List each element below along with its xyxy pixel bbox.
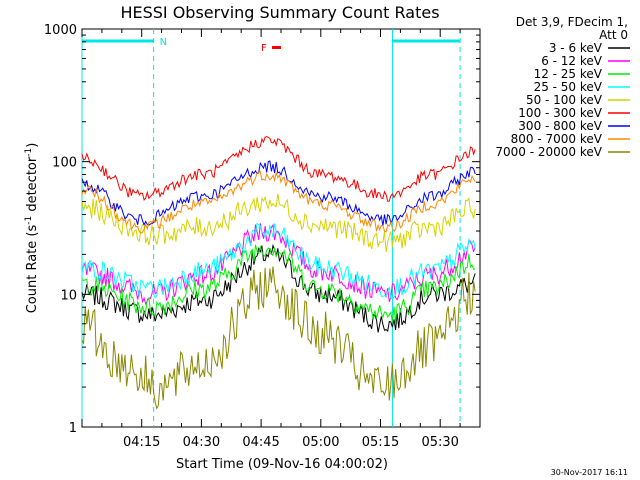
x-tick-label-0: 04:15 (123, 435, 160, 450)
x-tick-label-5: 05:30 (421, 435, 458, 450)
y-tick-label-1: 10 (60, 288, 77, 303)
series-line-0 (81, 243, 476, 333)
x-axis-label: Start Time (09-Nov-16 04:00:02) (176, 457, 388, 472)
series-line-3 (81, 222, 476, 300)
y-tick-label-2: 100 (52, 156, 77, 171)
series-line-2 (81, 244, 476, 323)
y-axis-label-sup-2: -1 (24, 148, 34, 157)
legend-label-4: 50 - 100 keV (526, 93, 603, 107)
legend-label-0: 3 - 6 keV (549, 41, 603, 55)
series-line-8 (81, 266, 476, 410)
x-tick-label-2: 04:45 (242, 435, 279, 450)
y-axis-label-mid: detector (25, 156, 40, 216)
flare-label: F (261, 43, 267, 54)
x-tick-label-4: 05:15 (362, 435, 399, 450)
series-group (81, 136, 476, 410)
legend-label-2: 12 - 25 keV (534, 67, 603, 81)
legend-label-1: 6 - 12 keV (541, 54, 603, 68)
flare-marker: F (261, 43, 281, 54)
y-tick-label-0: 1 (69, 421, 77, 436)
series-line-5 (81, 136, 476, 202)
y-axis-label-sup-1: -1 (24, 216, 34, 225)
y-axis-label: Count Rate (s-1 detector-1) (24, 143, 40, 314)
x-axis: 04:15 04:30 04:45 05:00 05:15 05:30 (81, 29, 481, 450)
x-tick-label-1: 04:30 (183, 435, 220, 450)
y-axis-label-main: Count Rate (s (25, 225, 40, 314)
legend-label-8: 7000 - 20000 keV (495, 145, 602, 159)
series-line-6 (81, 160, 476, 226)
series-line-7 (81, 170, 476, 234)
x-tick-label-3: 05:00 (302, 435, 339, 450)
legend-header-line-2: Att 0 (599, 28, 628, 42)
night-bar-label-0: N (160, 37, 167, 48)
legend-header: Det 3,9, FDecim 1, Att 0 (516, 15, 628, 42)
legend-label-6: 300 - 800 keV (518, 119, 602, 133)
timestamp: 30-Nov-2017 16:11 (551, 468, 628, 477)
chart-title: HESSI Observing Summary Count Rates (120, 3, 439, 22)
y-tick-label-3: 1000 (44, 23, 77, 38)
y-axis: 1 10 100 1000 (44, 23, 480, 436)
series-line-4 (81, 193, 476, 253)
legend-label-7: 800 - 7000 keV (511, 132, 603, 146)
legend-header-line-1: Det 3,9, FDecim 1, (516, 15, 628, 29)
legend-label-5: 100 - 300 keV (518, 106, 602, 120)
legend-label-3: 25 - 50 keV (534, 80, 603, 94)
y-axis-label-end: ) (25, 143, 40, 148)
flare-bar (272, 46, 281, 49)
